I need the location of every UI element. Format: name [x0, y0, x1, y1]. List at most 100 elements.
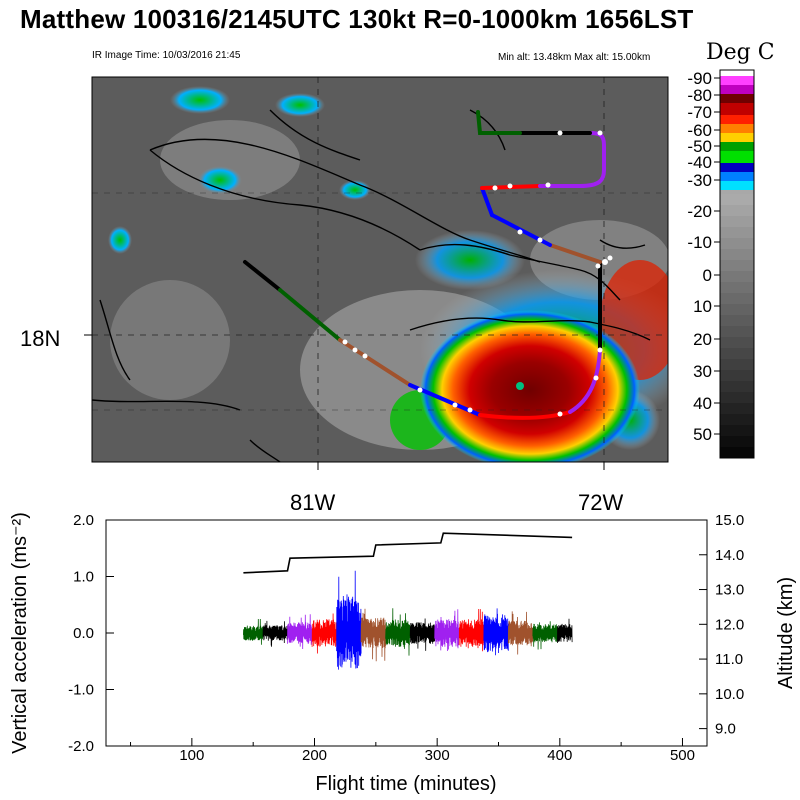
colorbar-gray-swatch	[720, 447, 754, 459]
colorbar-swatch	[720, 142, 754, 151]
y-tick-label: -1.0	[68, 682, 94, 699]
colorbar-gray-swatch	[720, 271, 754, 283]
x-tick-label: 200	[302, 747, 327, 764]
acceleration-series	[458, 608, 485, 652]
acceleration-series	[287, 614, 313, 650]
colorbar-swatch	[720, 133, 754, 142]
colorbar-tick-label: -90	[687, 69, 712, 88]
hurricane-eye	[516, 382, 524, 390]
colorbar-tick-label: -70	[687, 103, 712, 122]
acceleration-series	[262, 620, 288, 647]
colorbar-tick-label: 40	[693, 394, 712, 413]
colorbar-gray-swatch	[720, 425, 754, 437]
colorbar-tick-label: -60	[687, 121, 712, 140]
lon-label-72w: 72W	[578, 490, 624, 515]
acceleration-series	[243, 618, 264, 645]
altitude-range: Min alt: 13.48km Max alt: 15.00km	[498, 52, 651, 63]
colorbar-tick-label: -20	[687, 202, 712, 221]
colorbar-gray-swatch	[720, 249, 754, 261]
x-axis-label: Flight time (minutes)	[315, 773, 496, 795]
lat-label-18n: 18N	[20, 326, 61, 351]
chart-title: Matthew 100316/2145UTC 130kt R=0-1000km …	[20, 4, 694, 34]
colorbar-tick-label: -50	[687, 137, 712, 156]
colorbar-gray-swatch	[720, 205, 754, 217]
coastlines	[92, 109, 651, 462]
colorbar-swatch	[720, 190, 754, 194]
y2-tick-label: 14.0	[715, 547, 744, 564]
acceleration-series	[434, 609, 460, 652]
colorbar-gray-swatch	[720, 216, 754, 228]
hurricane-core	[420, 310, 640, 462]
colorbar-title: Deg C	[706, 40, 775, 65]
colorbar-gray-swatch	[720, 436, 754, 448]
y-tick-label: 2.0	[73, 512, 94, 529]
y2-tick-label: 13.0	[715, 582, 744, 599]
colorbar-tick-label: 10	[693, 297, 712, 316]
colorbar-gray-swatch	[720, 381, 754, 393]
acceleration-series	[532, 621, 558, 650]
ir-image-time: IR Image Time: 10/03/2016 21:45	[92, 50, 241, 61]
colorbar-swatch	[720, 115, 754, 124]
colorbar-gray-swatch	[720, 370, 754, 382]
colorbar-tick-label: -10	[687, 233, 712, 252]
colorbar-gray-swatch	[720, 359, 754, 371]
y2-tick-label: 12.0	[715, 616, 744, 633]
colorbar-gray-swatch	[720, 194, 754, 206]
colorbar-swatch	[720, 124, 754, 133]
colorbar-tick-label: -40	[687, 153, 712, 172]
x-tick-label: 400	[547, 747, 572, 764]
colorbar-gray-swatch	[720, 326, 754, 338]
colorbar-gray-swatch	[720, 282, 754, 294]
colorbar-swatch	[720, 70, 754, 76]
acceleration-series	[507, 611, 534, 655]
colorbar-gray-swatch	[720, 337, 754, 349]
lon-label-81w: 81W	[290, 490, 336, 515]
colorbar-gray-swatch	[720, 348, 754, 360]
y2-tick-label: 11.0	[715, 651, 743, 668]
colorbar-swatch	[720, 151, 754, 163]
acceleration-series	[360, 608, 386, 662]
acceleration-series	[385, 608, 411, 656]
colorbar-gray-swatch	[720, 403, 754, 415]
x-tick-label: 300	[425, 747, 450, 764]
colorbar-gray-swatch	[720, 260, 754, 272]
colorbar-gray-swatch	[720, 293, 754, 305]
colorbar-gray-swatch	[720, 227, 754, 239]
colorbar-swatch	[720, 103, 754, 115]
colorbar-swatch	[720, 85, 754, 94]
acceleration-series	[409, 618, 436, 651]
colorbar-tick-label: 0	[703, 266, 712, 285]
colorbar-swatch	[720, 76, 754, 85]
y-tick-label: 0.0	[73, 625, 94, 642]
y2-tick-label: 9.0	[715, 721, 736, 738]
altitude-line	[243, 532, 573, 574]
colorbar: -90-80-70-60-50-40-30 -20 -10 0 10 20 30 40 50	[687, 69, 755, 459]
colorbar-gray-swatch	[720, 414, 754, 426]
colorbar-tick-label: 30	[693, 362, 712, 381]
y-tick-label: 1.0	[73, 569, 94, 586]
colorbar-tick-label: -30	[687, 171, 712, 190]
colorbar-swatch	[720, 172, 754, 181]
colorbar-gray-swatch	[720, 315, 754, 327]
colorbar-tick-label: 20	[693, 330, 712, 349]
x-tick-label: 500	[670, 747, 695, 764]
acceleration-series	[483, 608, 509, 656]
colorbar-gray-swatch	[720, 304, 754, 316]
y2-tick-label: 10.0	[715, 686, 744, 703]
colorbar-swatch	[720, 181, 754, 190]
acceleration-series	[557, 618, 573, 644]
acceleration-series	[311, 613, 337, 654]
colorbar-swatch	[720, 163, 754, 172]
y-axis-label: Vertical acceleration (ms⁻²)	[9, 512, 31, 754]
colorbar-swatch	[720, 94, 754, 103]
colorbar-gray-swatch	[720, 392, 754, 404]
y2-tick-label: 15.0	[715, 512, 744, 529]
colorbar-tick-label: 50	[693, 425, 712, 444]
track-waypoints	[342, 130, 613, 417]
colorbar-gray-swatch	[720, 238, 754, 250]
y-tick-label: -2.0	[68, 738, 94, 755]
x-tick-label: 100	[179, 747, 204, 764]
y2-axis-label: Altitude (km)	[775, 577, 797, 689]
map-frame	[91, 76, 669, 463]
